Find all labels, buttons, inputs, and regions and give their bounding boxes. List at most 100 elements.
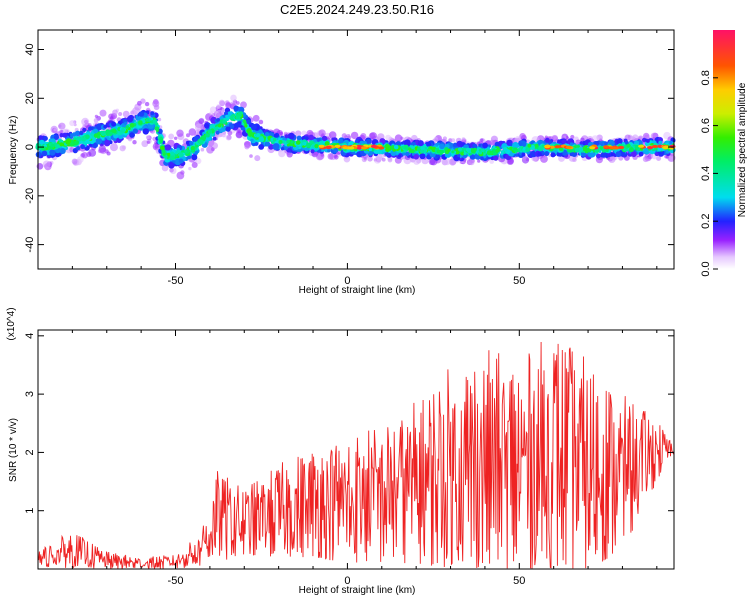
heatmap-ridge-point (295, 140, 301, 145)
heatmap-halo-point (480, 138, 484, 142)
heatmap-point (126, 115, 134, 123)
heatmap-halo-point (98, 148, 104, 154)
colorbar-ticks: 0.0 0.2 0.4 0.6 0.8 (700, 70, 718, 277)
heatmap-point (59, 148, 66, 154)
heatmap-ridge-point (500, 150, 504, 154)
heatmap-ridge-point (599, 146, 603, 150)
heatmap-point (550, 152, 556, 158)
heatmap-halo-point (443, 158, 451, 166)
heatmap-halo-point (230, 94, 237, 102)
heatmap-point (225, 114, 229, 119)
snr-ylabel: SNR (10 * v/v) (8, 418, 19, 482)
heatmap-point (512, 142, 519, 149)
heatmap-ridge-point (393, 144, 399, 150)
heatmap-halo-point (244, 144, 250, 150)
heatmap-ridge-point (222, 119, 227, 124)
heatmap-point (79, 130, 84, 136)
heatmap-halo-point (385, 134, 391, 141)
heatmap-point (615, 151, 622, 158)
heatmap-point (480, 156, 484, 161)
heatmap-point (398, 154, 401, 158)
heatmap-halo-point (58, 122, 66, 130)
heatmap-halo-point (88, 149, 97, 157)
heatmap-ridge-point (167, 152, 171, 157)
heatmap-point (459, 142, 464, 147)
heatmap-point (53, 134, 60, 140)
heatmap-ridge-point (108, 131, 113, 137)
heatmap-ylabel: Frequency (Hz) (8, 116, 19, 185)
heatmap-point (225, 126, 231, 132)
heatmap-point (49, 149, 56, 156)
heatmap-point (596, 153, 601, 159)
heatmap-ridge-point (214, 126, 219, 131)
heatmap-point (191, 154, 198, 161)
heatmap-ridge-point (198, 139, 204, 145)
heatmap-halo-point (122, 110, 130, 118)
heatmap-peak-point (378, 146, 385, 150)
heatmap-halo-point (301, 130, 307, 136)
heatmap-point (405, 152, 410, 157)
heatmap-halo-point (367, 156, 373, 162)
x-tick-label: 0 (344, 575, 350, 587)
heatmap-point (166, 150, 170, 154)
heatmap-ridge-point (263, 136, 267, 140)
heatmap-halo-point (218, 99, 225, 106)
heatmap-halo-point (188, 128, 196, 136)
heatmap-ridge-point (538, 146, 543, 152)
heatmap-point (142, 128, 149, 135)
heatmap-point (204, 123, 210, 129)
heatmap-point (178, 158, 184, 164)
heatmap-halo-point (667, 153, 676, 162)
heatmap-ridge-point (514, 147, 518, 151)
heatmap-halo-point (188, 166, 192, 171)
heatmap-ridge-point (314, 144, 319, 149)
heatmap-point (439, 143, 445, 150)
colorbar: 0.0 0.2 0.4 0.6 0.8 Normalized spectral ampl… (700, 30, 748, 277)
heatmap-halo-point (369, 132, 377, 140)
heatmap-point (280, 147, 285, 151)
heatmap-point (132, 128, 138, 134)
heatmap-halo-point (448, 138, 453, 143)
heatmap-point (452, 142, 458, 148)
heatmap-halo-point (580, 137, 585, 142)
heatmap-halo-point (442, 136, 447, 141)
heatmap-ridge-point (368, 147, 372, 152)
heatmap-point (93, 128, 99, 134)
heatmap-point (168, 162, 175, 168)
heatmap-ridge-point (65, 139, 71, 145)
heatmap-ridge-point (258, 136, 264, 143)
heatmap-peak-point (647, 146, 654, 150)
heatmap-point (519, 140, 527, 148)
heatmap-halo-point (237, 129, 241, 133)
heatmap-point (419, 153, 426, 160)
heatmap-point (579, 141, 584, 145)
heatmap-point (509, 142, 513, 147)
heatmap-ridge-point (161, 149, 166, 153)
x-tick-label: 50 (513, 275, 525, 287)
heatmap-ridge-point (50, 143, 55, 148)
heatmap-point (74, 130, 81, 136)
heatmap-point (251, 123, 257, 130)
heatmap-halo-point (81, 152, 88, 159)
heatmap-halo-point (519, 133, 526, 140)
heatmap-point (426, 141, 432, 148)
heatmap-ridge-point (486, 150, 492, 156)
heatmap-point (62, 132, 68, 138)
heatmap-ridge-point (286, 139, 290, 144)
heatmap-ridge-point (451, 150, 455, 154)
heatmap-peak-point (370, 144, 377, 148)
heatmap-marks (35, 94, 676, 180)
heatmap-ridge-point (169, 155, 175, 161)
heatmap-point (150, 111, 155, 116)
heatmap-halo-point (221, 133, 226, 138)
colorbar-tick-label: 0.6 (700, 118, 712, 133)
heatmap-point (604, 141, 608, 146)
heatmap-ridge-point (162, 152, 166, 156)
heatmap-ridge-point (174, 154, 178, 158)
heatmap-peak-point (589, 146, 596, 150)
heatmap-ridge-point (120, 128, 126, 134)
heatmap-ridge-point (492, 148, 496, 153)
heatmap-halo-point (327, 153, 334, 160)
